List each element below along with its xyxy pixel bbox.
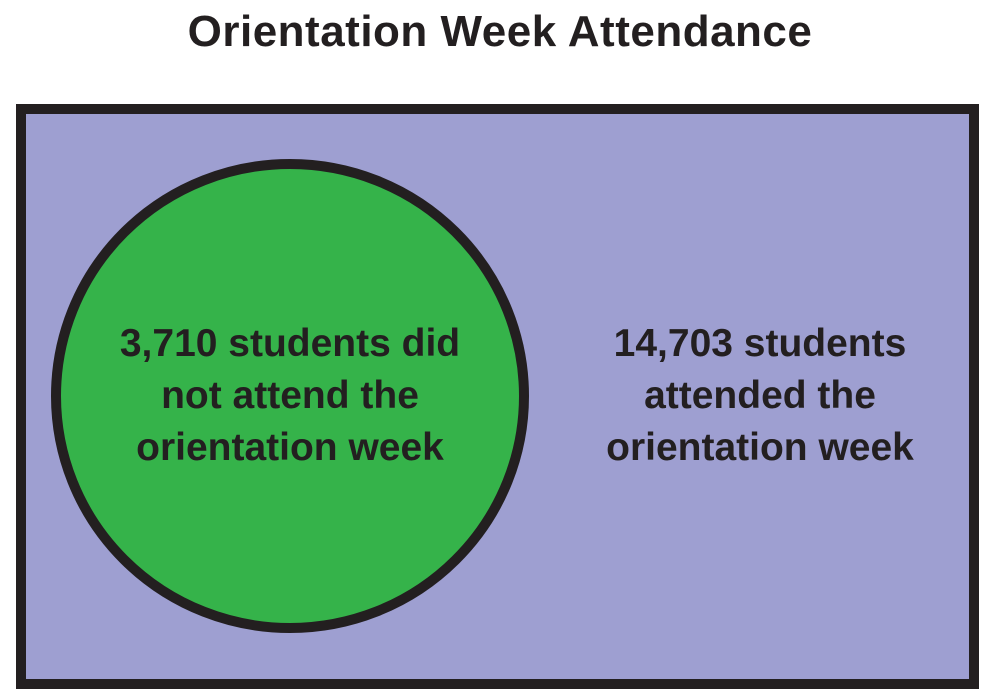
outside-region-label: 14,703 students attended the orientation… <box>606 322 914 469</box>
page-title: Orientation Week Attendance <box>187 7 813 56</box>
set-circle <box>51 159 529 633</box>
circle-region-label: 3,710 students did not attend the orient… <box>119 322 461 469</box>
